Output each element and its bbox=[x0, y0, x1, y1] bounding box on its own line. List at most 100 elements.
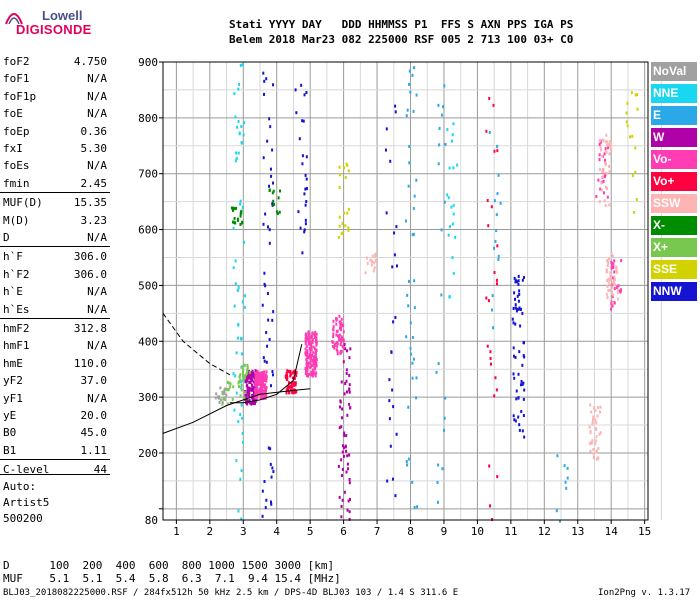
data-point bbox=[292, 381, 295, 385]
data-point bbox=[437, 362, 440, 366]
data-point bbox=[266, 344, 269, 348]
y-tick-label: 600 bbox=[138, 224, 158, 237]
data-point bbox=[305, 187, 308, 191]
data-point bbox=[261, 371, 264, 375]
data-point bbox=[612, 265, 615, 269]
data-point bbox=[413, 66, 416, 70]
param-value: 312.8 bbox=[73, 322, 107, 335]
data-point bbox=[304, 222, 307, 226]
data-point bbox=[497, 173, 500, 177]
data-point bbox=[488, 96, 491, 100]
data-point bbox=[603, 161, 606, 165]
data-point bbox=[616, 285, 619, 289]
data-point bbox=[237, 322, 240, 326]
data-point bbox=[343, 434, 346, 438]
data-point bbox=[440, 293, 443, 297]
data-point bbox=[338, 186, 341, 190]
data-point bbox=[566, 476, 569, 480]
data-point bbox=[558, 519, 561, 523]
data-point bbox=[336, 342, 339, 346]
data-point bbox=[340, 340, 343, 344]
data-point bbox=[452, 203, 455, 207]
data-point bbox=[314, 365, 317, 369]
data-point bbox=[343, 431, 346, 435]
data-point bbox=[305, 177, 308, 181]
data-point bbox=[298, 137, 301, 141]
data-point bbox=[364, 271, 367, 275]
data-point bbox=[338, 165, 341, 169]
data-point bbox=[611, 295, 614, 299]
data-point bbox=[606, 258, 609, 262]
data-point bbox=[270, 174, 273, 178]
data-point bbox=[593, 406, 596, 410]
data-point bbox=[394, 315, 397, 319]
data-point bbox=[263, 79, 266, 83]
data-point bbox=[633, 210, 636, 214]
data-point bbox=[258, 375, 261, 379]
data-point bbox=[615, 267, 618, 271]
data-point bbox=[255, 384, 258, 388]
data-point bbox=[243, 305, 246, 309]
data-point bbox=[520, 410, 523, 414]
data-point bbox=[609, 307, 612, 311]
param-value: 3.23 bbox=[80, 213, 108, 227]
data-point bbox=[239, 412, 242, 416]
param-value: N/A bbox=[87, 231, 107, 244]
data-point bbox=[257, 373, 260, 377]
data-point bbox=[341, 450, 344, 454]
data-point bbox=[292, 383, 295, 387]
data-point bbox=[235, 206, 238, 210]
data-point bbox=[315, 361, 318, 365]
data-point bbox=[374, 254, 377, 258]
data-point bbox=[606, 146, 609, 150]
data-point bbox=[601, 155, 604, 159]
data-point bbox=[246, 391, 249, 395]
data-point bbox=[336, 329, 339, 333]
data-point bbox=[309, 345, 312, 349]
data-point bbox=[254, 381, 257, 385]
data-point bbox=[348, 374, 351, 378]
param-row-hmf2: hmF2 312.8 bbox=[3, 322, 107, 336]
data-point bbox=[221, 390, 224, 394]
data-point bbox=[304, 366, 307, 370]
data-point bbox=[610, 300, 613, 304]
data-point bbox=[249, 381, 252, 385]
data-point bbox=[494, 376, 497, 380]
data-point bbox=[239, 211, 242, 215]
data-point bbox=[228, 385, 231, 389]
data-point bbox=[521, 429, 524, 433]
data-point bbox=[246, 363, 249, 367]
data-point bbox=[265, 379, 268, 383]
data-point bbox=[246, 389, 249, 393]
data-point bbox=[566, 466, 569, 470]
data-point bbox=[249, 377, 252, 381]
data-point bbox=[601, 175, 604, 179]
data-point bbox=[517, 299, 520, 303]
y-tick-label: 300 bbox=[138, 391, 158, 404]
data-point bbox=[256, 373, 259, 377]
data-point bbox=[345, 434, 348, 438]
data-point bbox=[293, 376, 296, 380]
data-point bbox=[253, 374, 256, 378]
data-point bbox=[237, 385, 240, 389]
data-point bbox=[613, 259, 616, 263]
data-point bbox=[237, 381, 240, 385]
param-row-he: h`E N/A bbox=[3, 285, 107, 299]
data-point bbox=[261, 489, 264, 493]
data-point bbox=[260, 385, 263, 389]
data-point bbox=[305, 358, 308, 362]
data-point bbox=[594, 408, 597, 412]
data-point bbox=[392, 405, 395, 409]
data-point bbox=[406, 463, 409, 467]
data-point bbox=[340, 232, 343, 236]
x-tick-label: 11 bbox=[504, 525, 517, 538]
data-point bbox=[305, 91, 308, 95]
data-point bbox=[342, 345, 345, 349]
param-value: N/A bbox=[87, 302, 107, 316]
data-point bbox=[265, 77, 268, 81]
data-point bbox=[251, 383, 254, 387]
param-row-yf2: yF2 37.0 bbox=[3, 374, 107, 388]
data-point bbox=[258, 379, 261, 383]
data-point bbox=[304, 353, 307, 357]
data-point bbox=[287, 385, 290, 389]
